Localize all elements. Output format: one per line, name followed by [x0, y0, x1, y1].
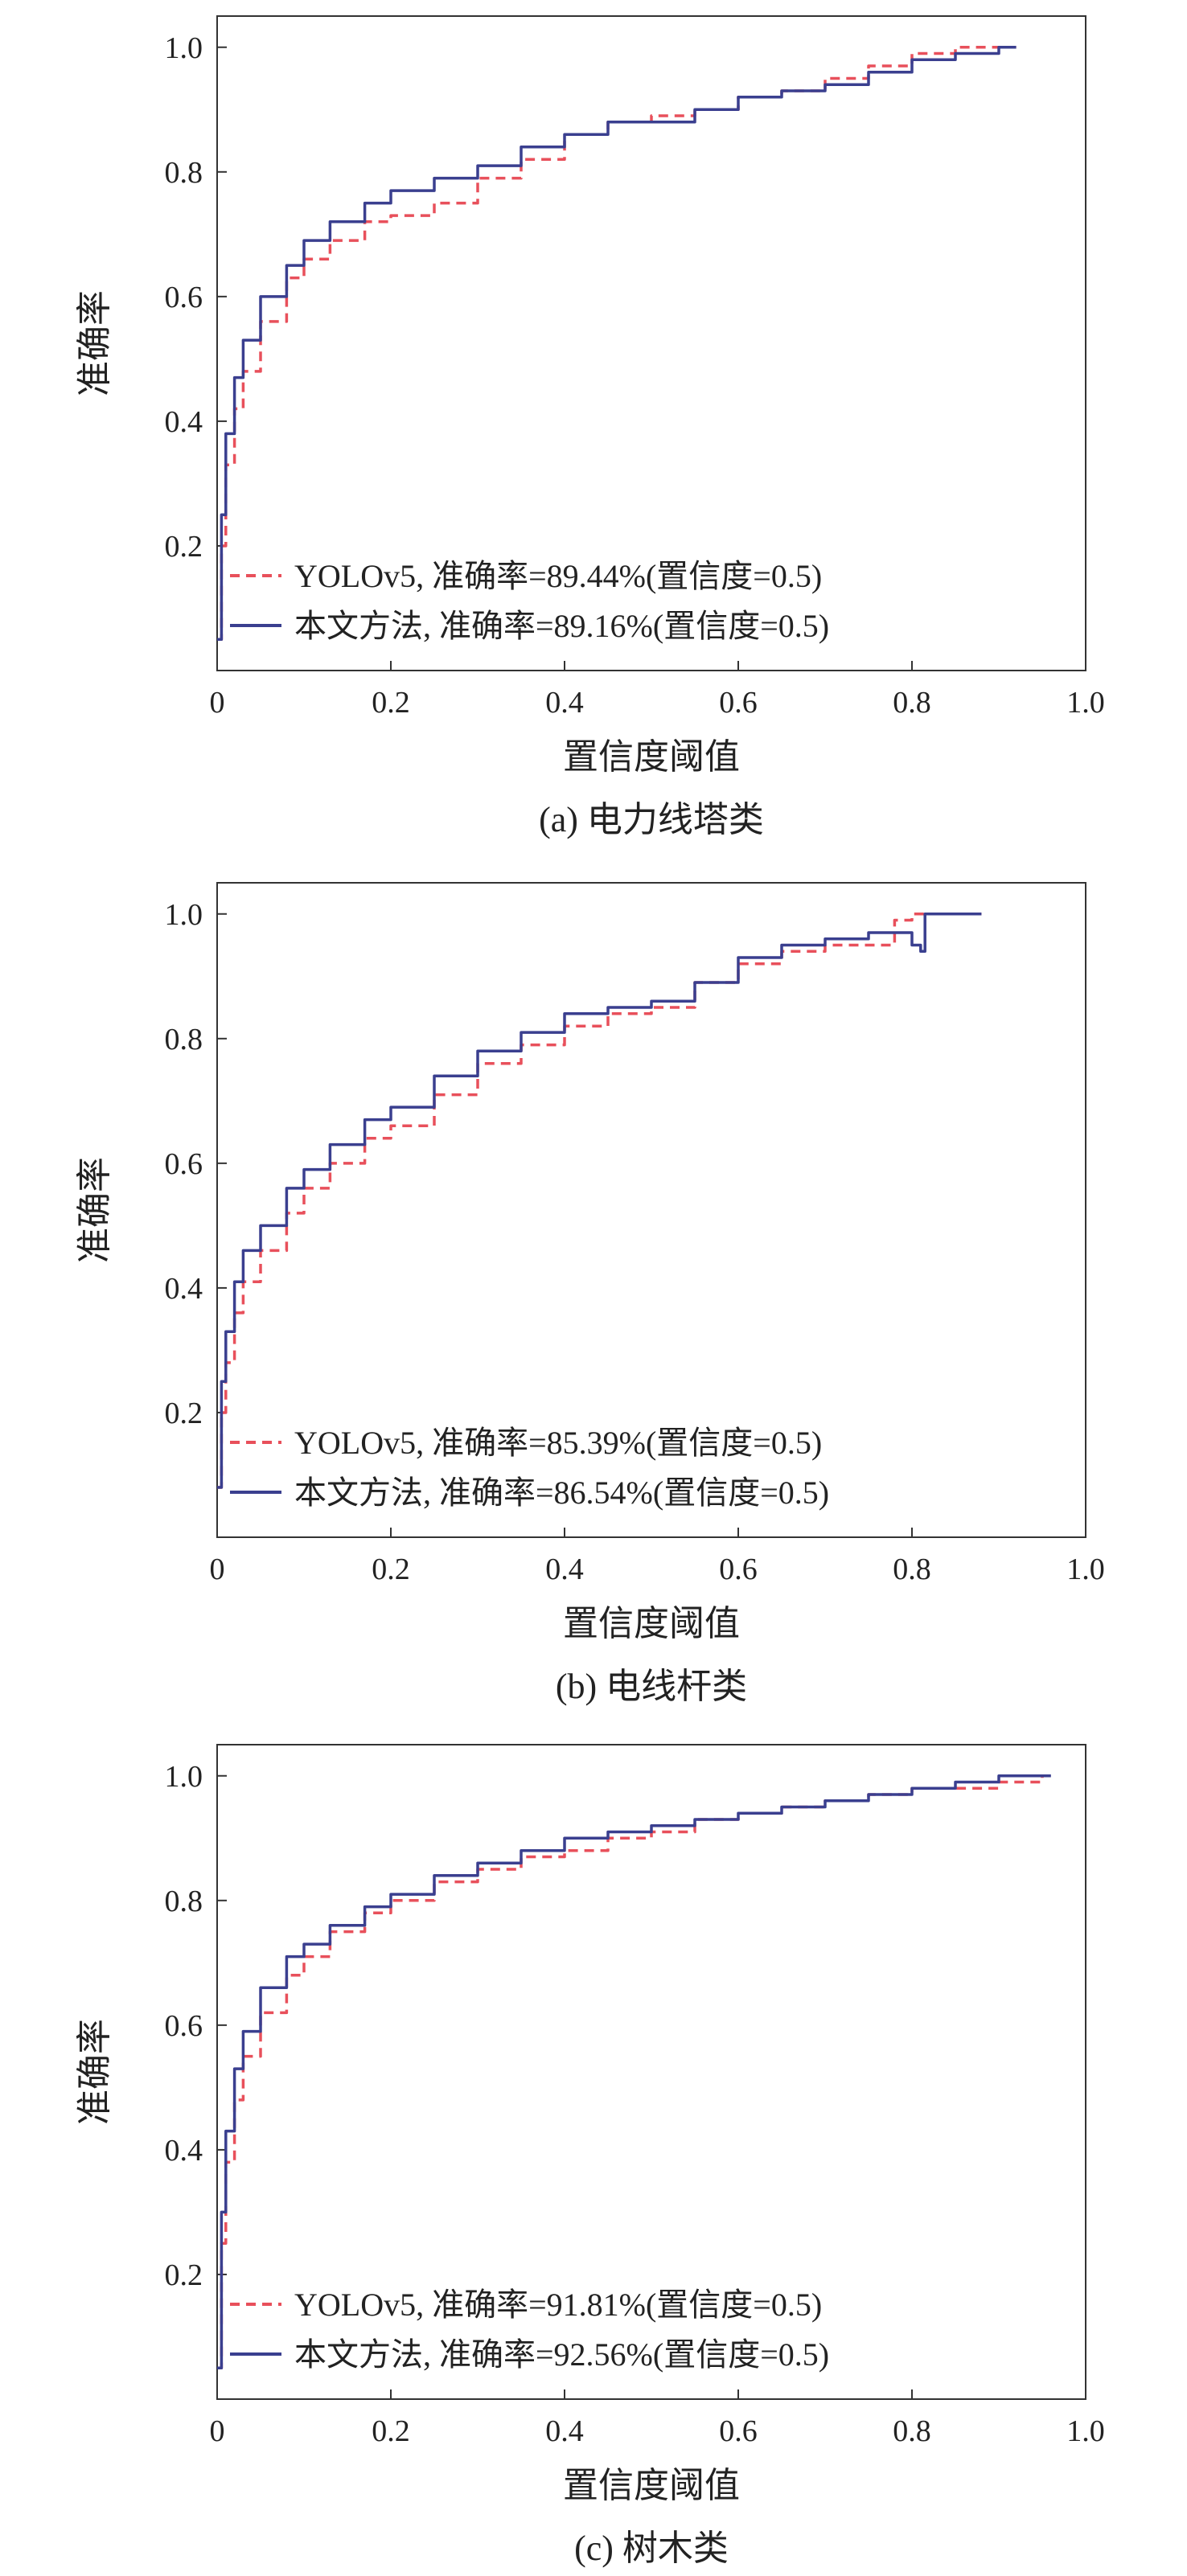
y-tick-label: 0.4: [165, 405, 203, 439]
y-tick-label: 0.4: [165, 1272, 203, 1306]
x-tick-label: 0.8: [893, 1553, 931, 1586]
y-tick-label: 0.6: [165, 2009, 203, 2043]
plot-frame: [216, 15, 1086, 671]
legend-entry: 本文方法, 准确率=86.54%(置信度=0.5): [294, 1475, 829, 1511]
x-tick-label: 0: [210, 1553, 225, 1586]
panel-caption: (b) 电线杆类: [556, 1667, 747, 1706]
x-tick-label: 0.6: [719, 686, 758, 720]
series-line-yolov5: [217, 913, 982, 1489]
panel-caption: (c) 树木类: [574, 2529, 729, 2568]
x-tick-label: 1.0: [1066, 686, 1105, 720]
plot-frame: [216, 882, 1086, 1538]
x-tick-label: 0.6: [719, 2414, 758, 2448]
x-tick-label: 0.8: [893, 2414, 931, 2448]
panel-caption: (a) 电力线塔类: [539, 800, 764, 839]
legend-entry: YOLOv5, 准确率=85.39%(置信度=0.5): [294, 1425, 822, 1461]
chart-panel-2: 0 0.2 0.4 0.6 0.8 1.0 0.2 0.4 0.6 0.8 1.0 置信度阈值 准确率 (…: [75, 882, 1105, 1706]
y-axis-label: 准确率: [75, 1157, 114, 1263]
x-axis-label: 置信度阈值: [563, 2466, 740, 2505]
x-tick-label: 0.4: [545, 1553, 584, 1586]
x-tick-label: 0.8: [893, 686, 931, 720]
y-tick-label: 1.0: [165, 898, 203, 932]
x-tick-label: 0.2: [372, 686, 410, 720]
y-tick-label: 0.8: [165, 1885, 203, 1918]
legend-entry: 本文方法, 准确率=89.16%(置信度=0.5): [294, 608, 829, 644]
y-axis-label: 准确率: [75, 2019, 114, 2125]
x-tick-label: 0: [210, 686, 225, 720]
x-tick-label: 1.0: [1066, 2414, 1105, 2448]
series-line-proposed: [217, 46, 1017, 641]
chart-panel-1: 0 0.2 0.4 0.6 0.8 1.0 0.2 0.4 0.6 0.8 1.0 置信度阈值 准确率 (…: [75, 15, 1105, 839]
x-axis-label: 置信度阈值: [563, 737, 740, 777]
chart-panels: 0 0.2 0.4 0.6 0.8 1.00.20.40.60.81.0置信度阈值准确率(…: [75, 15, 1105, 2568]
y-tick-label: 0.8: [165, 1023, 203, 1056]
legend-entry: 本文方法, 准确率=92.56%(置信度=0.5): [294, 2336, 829, 2373]
y-tick-label: 0.6: [165, 1147, 203, 1181]
x-tick-label: 0: [210, 2414, 225, 2448]
y-tick-label: 0.8: [165, 156, 203, 190]
x-tick-label: 0.4: [545, 2414, 584, 2448]
series-line-yolov5: [217, 1774, 1051, 2369]
x-tick-label: 0.4: [545, 686, 584, 720]
chart-panel-3: 0 0.2 0.4 0.6 0.8 1.0 0.2 0.4 0.6 0.8 1.0 置信度阈值 准确率 (…: [75, 1744, 1105, 2568]
x-tick-label: 0.6: [719, 1553, 758, 1586]
x-tick-label: 0.2: [372, 1553, 410, 1586]
x-axis-label: 置信度阈值: [563, 1604, 740, 1643]
series-line-proposed: [217, 913, 982, 1489]
legend-entry: YOLOv5, 准确率=91.81%(置信度=0.5): [294, 2287, 822, 2323]
series-line-yolov5: [217, 46, 1017, 641]
plot-frame: [216, 1744, 1086, 2400]
y-tick-label: 0.2: [165, 1397, 203, 1430]
x-tick-label: 1.0: [1066, 1553, 1105, 1586]
y-axis-label: 准确率: [75, 290, 114, 396]
y-tick-label: 0.2: [165, 530, 203, 564]
y-tick-label: 1.0: [165, 31, 203, 65]
y-tick-label: 1.0: [165, 1760, 203, 1794]
x-tick-label: 0.2: [372, 2414, 410, 2448]
y-tick-label: 0.6: [165, 281, 203, 314]
legend-entry: YOLOv5, 准确率=89.44%(置信度=0.5): [294, 558, 822, 594]
y-tick-label: 0.2: [165, 2258, 203, 2292]
series-line-proposed: [217, 1774, 1051, 2369]
y-tick-label: 0.4: [165, 2134, 203, 2168]
